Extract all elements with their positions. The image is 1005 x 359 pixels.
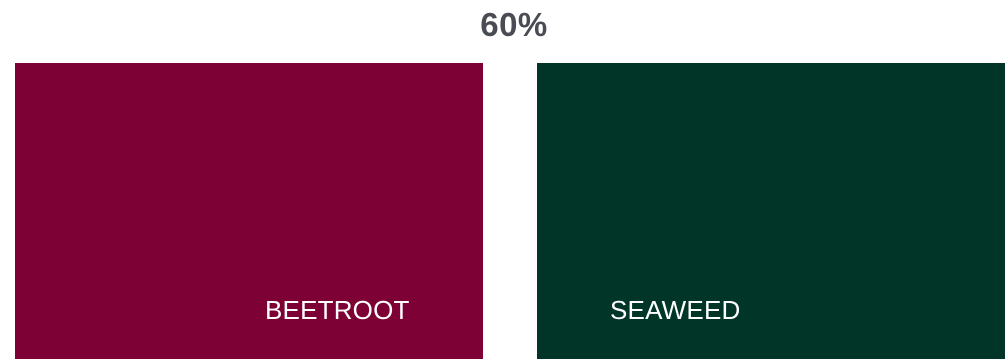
color-swatch-seaweed: SEAWEED [537, 63, 1005, 359]
percentage-heading: 60% [480, 6, 548, 43]
swatch-label-beetroot: BEETROOT [265, 295, 410, 325]
swatch-label-seaweed: SEAWEED [610, 295, 741, 325]
color-swatch-beetroot: BEETROOT [15, 63, 483, 359]
